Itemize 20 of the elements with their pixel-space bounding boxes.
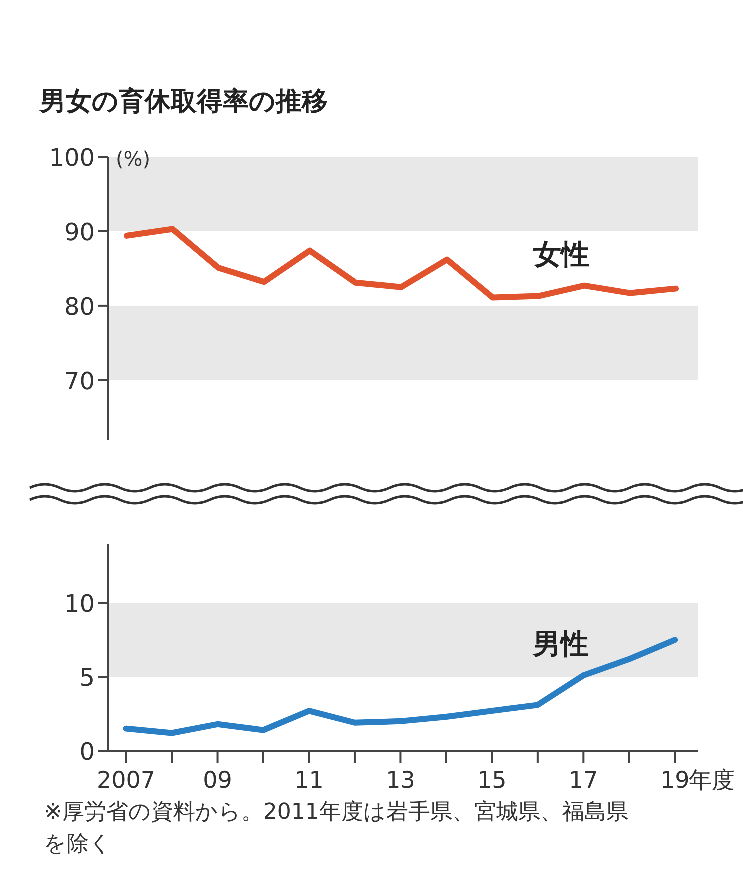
x-tick-label: 17	[569, 768, 598, 794]
y-tick-label: 10	[64, 590, 95, 618]
y-axis-title: (%)	[116, 147, 151, 171]
y-tick-label: 0	[80, 738, 95, 766]
y-tick-label: 90	[64, 218, 95, 246]
x-tick-label: 13	[386, 768, 416, 794]
series-label: 男性	[532, 628, 589, 661]
y-tick-label: 80	[64, 292, 95, 321]
x-tick-label: 09	[203, 768, 232, 794]
chart-title: 男女の育休取得率の推移	[40, 86, 328, 119]
series-label: 女性	[532, 238, 590, 271]
y-tick-label: 5	[80, 664, 95, 692]
x-tick-label: 2007	[97, 768, 156, 794]
text: ※厚労省の資料から。2011年度は岩手県、宮城県、福島県を除く	[44, 799, 630, 859]
y-tick-label: 70	[64, 367, 95, 396]
y-tick-label: 100	[49, 144, 95, 172]
x-tick-label: 15	[478, 768, 507, 794]
x-tick-label: 11	[294, 768, 324, 794]
x-axis-title: 年度	[689, 768, 736, 794]
x-tick-label: 19	[660, 768, 690, 794]
